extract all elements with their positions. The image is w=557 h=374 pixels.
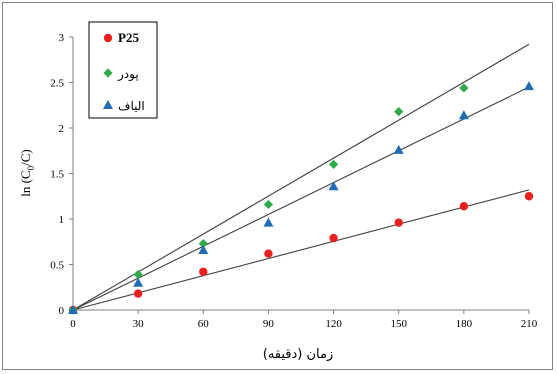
x-tick-label: 30	[133, 318, 145, 330]
data-point-series-2	[263, 217, 274, 227]
x-tick-label: 180	[456, 318, 473, 330]
y-axis-title-part-1: ln (C	[18, 170, 33, 196]
data-point-series-0	[133, 289, 143, 298]
y-tick-label: 1	[59, 214, 65, 226]
y-tick-label: 0	[59, 305, 65, 317]
trendline-1	[72, 43, 530, 311]
data-point-series-1	[459, 83, 469, 93]
data-point-series-1	[198, 238, 208, 249]
x-tick-label: 120	[325, 318, 342, 330]
data-point-series-0	[459, 202, 469, 211]
y-tick-label: 2	[59, 123, 65, 135]
legend-marker-2	[103, 100, 113, 109]
data-point-series-1	[133, 269, 143, 280]
y-axis-title: ln (C0/C)	[18, 149, 36, 197]
y-axis-title-part-2: /C)	[18, 149, 33, 166]
data-point-series-2	[393, 144, 404, 154]
legend-label-powder: پودر	[117, 67, 139, 82]
legend-marker-1	[103, 68, 113, 78]
data-point-series-0	[264, 249, 273, 258]
legend: P25 پودر الیاف	[88, 21, 158, 119]
y-tick-label: 2.5	[50, 78, 64, 90]
trendline-0	[72, 189, 530, 311]
trendlines	[72, 43, 530, 311]
markers	[68, 81, 534, 315]
data-point-series-1	[328, 159, 339, 169]
data-point-series-2	[328, 181, 339, 191]
trendline-2	[72, 86, 530, 311]
y-tick-label: 1.5	[50, 169, 64, 181]
x-tick-label: 0	[70, 318, 76, 330]
legend-label-fiber: الیاف	[118, 99, 145, 113]
x-tick-label: 210	[521, 318, 538, 330]
x-tick-label: 90	[263, 318, 275, 330]
legend-items	[103, 33, 113, 109]
x-axis-title: زمان (دقیقه)	[263, 347, 334, 362]
x-tick-label: 60	[198, 318, 210, 330]
data-point-series-1	[263, 199, 274, 210]
data-point-series-0	[394, 218, 403, 227]
y-tick-label: 3	[59, 32, 65, 44]
data-point-series-1	[394, 107, 404, 117]
x-tick-label: 150	[390, 318, 407, 330]
data-point-series-0	[199, 267, 208, 276]
data-point-series-2	[458, 110, 469, 120]
data-point-series-2	[133, 277, 144, 287]
legend-marker-0	[103, 33, 113, 43]
y-axis-title-subscript: 0	[26, 165, 36, 170]
data-point-series-0	[329, 233, 338, 243]
data-point-series-0	[524, 192, 534, 201]
legend-box	[88, 21, 158, 119]
data-point-series-2	[68, 305, 78, 314]
data-point-series-2	[198, 244, 209, 254]
legend-label-p25: P25	[118, 30, 139, 45]
y-tick-label: 0.5	[50, 260, 64, 272]
data-point-series-2	[524, 81, 534, 91]
